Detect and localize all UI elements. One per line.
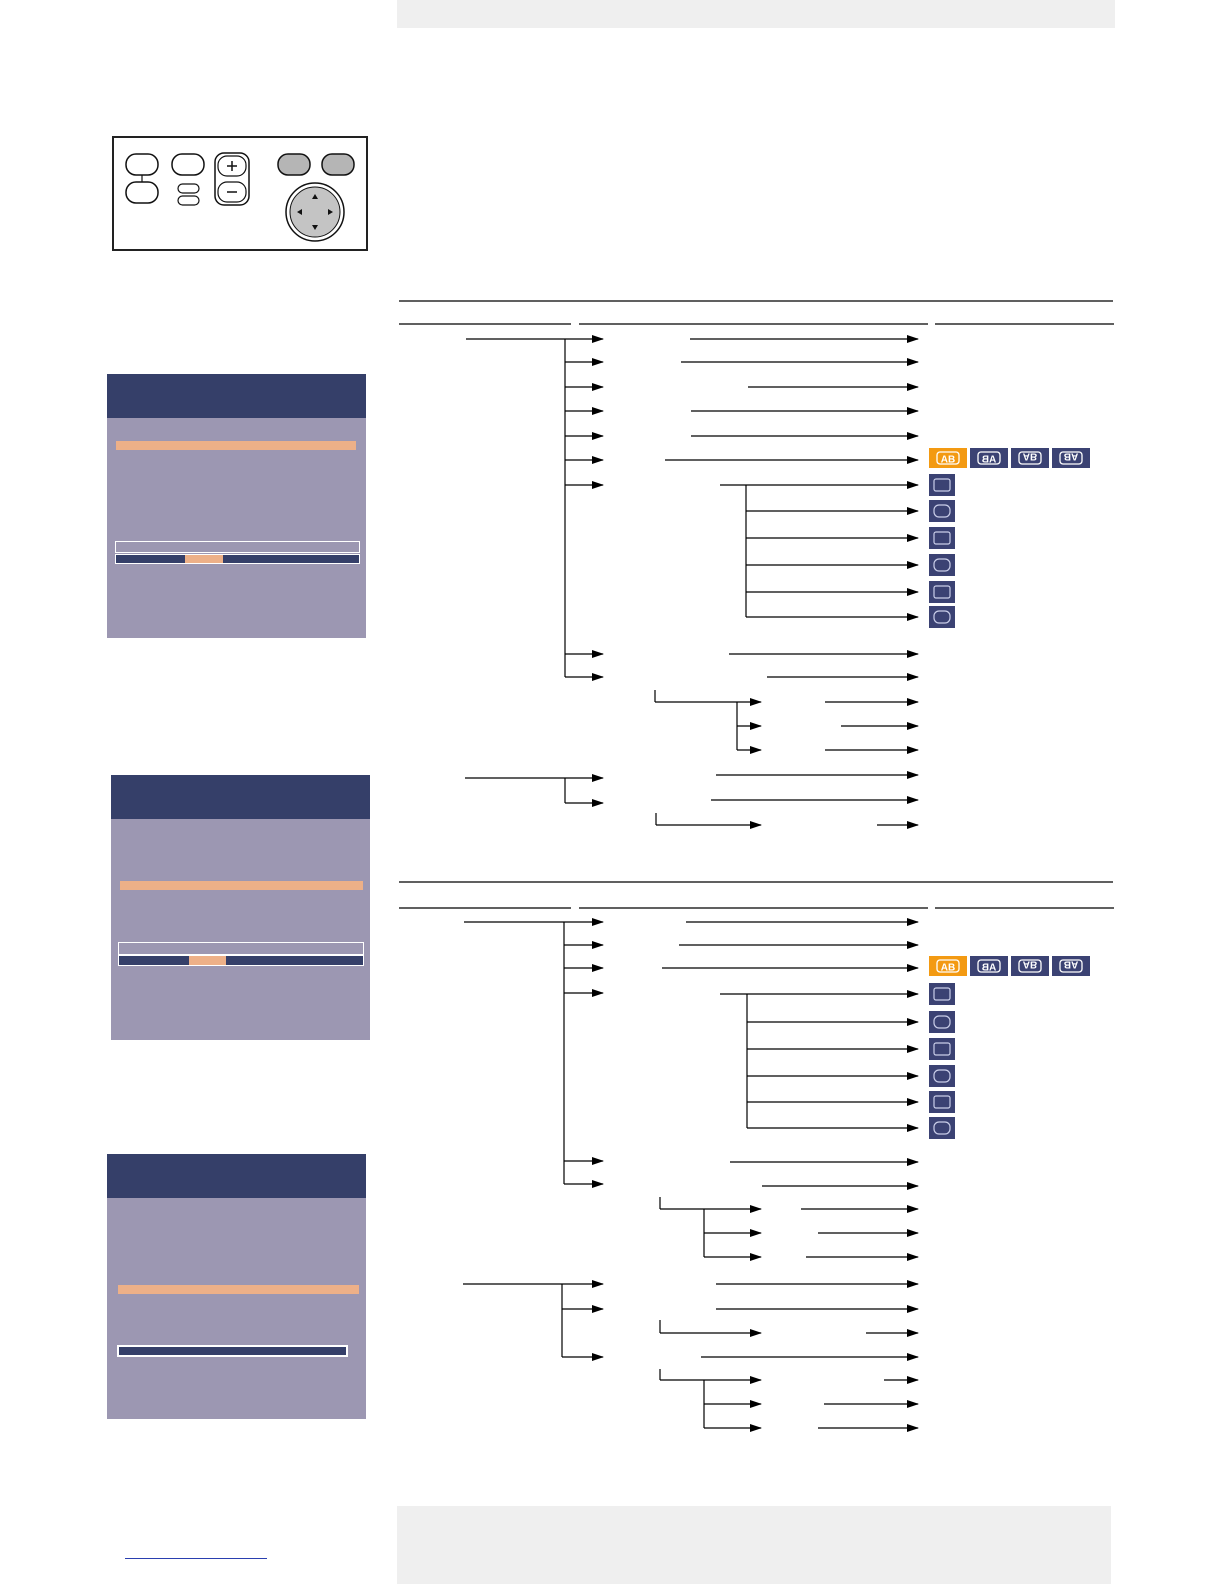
remote-button[interactable]	[171, 153, 205, 176]
arrow-down-icon	[312, 225, 318, 230]
osd-outline-bar	[118, 942, 364, 955]
osd-slider-knob[interactable]	[189, 956, 226, 965]
mirror-mode-icon: AB	[1011, 956, 1049, 976]
mirror-mode-icon: AB	[970, 956, 1008, 976]
mirror-mode-icon: AB	[1052, 448, 1090, 468]
mirror-mode-icon: AB	[1052, 956, 1090, 976]
arrow-left-icon	[297, 209, 302, 215]
plus-icon	[227, 161, 237, 171]
osd-header	[107, 374, 366, 418]
osd-header	[111, 775, 370, 819]
keystone-icon	[929, 500, 955, 522]
osd-highlight-row	[116, 441, 356, 450]
keystone-icon	[929, 983, 955, 1005]
arrow-up-icon	[312, 194, 318, 199]
remote-button[interactable]	[177, 183, 200, 194]
mirror-mode-label: AB	[941, 963, 955, 974]
osd-value-bar	[117, 1345, 348, 1357]
mirror-mode-label: AB	[1064, 959, 1078, 970]
keystone-icon	[929, 1091, 955, 1113]
mirror-mode-label: AB	[1023, 451, 1037, 462]
mirror-mode-icon-selected: AB	[929, 956, 967, 976]
keystone-icon	[929, 1065, 955, 1087]
keystone-icon	[929, 527, 955, 549]
mirror-mode-label: AB	[982, 455, 996, 466]
remote-button-grey[interactable]	[321, 153, 355, 176]
keystone-icon	[929, 581, 955, 603]
osd-panel-2	[111, 775, 370, 1040]
mirror-mode-label: AB	[1023, 959, 1037, 970]
keystone-icon	[929, 1117, 955, 1139]
mirror-mode-icon: AB	[1011, 448, 1049, 468]
header-band	[397, 0, 1115, 28]
mirror-mode-label: AB	[982, 963, 996, 974]
keystone-icon	[929, 606, 955, 628]
keystone-icon	[929, 1011, 955, 1033]
osd-header	[107, 1154, 366, 1198]
mirror-mode-icon: AB	[970, 448, 1008, 468]
remote-control-panel	[112, 136, 368, 251]
arrow-right-icon	[328, 209, 333, 215]
osd-panel-1	[107, 374, 366, 638]
footer-link-underline[interactable]	[125, 1558, 267, 1559]
mirror-mode-label: AB	[941, 455, 955, 466]
osd-outline-bar	[115, 541, 360, 553]
mirror-mode-label: AB	[1064, 451, 1078, 462]
remote-button[interactable]	[177, 195, 200, 206]
remote-button-grey[interactable]	[277, 153, 311, 176]
remote-control-drawing	[125, 152, 355, 242]
mirror-mode-icon-selected: AB	[929, 448, 967, 468]
keystone-icon	[929, 1038, 955, 1060]
footer-band	[397, 1506, 1111, 1584]
osd-slider[interactable]	[115, 554, 360, 564]
osd-highlight-row	[118, 1285, 359, 1294]
osd-slider[interactable]	[118, 955, 364, 966]
keystone-icon	[929, 554, 955, 576]
osd-panel-3	[107, 1154, 366, 1419]
keystone-icon	[929, 474, 955, 496]
osd-highlight-row	[120, 881, 363, 890]
navigation-pad[interactable]	[285, 182, 345, 242]
osd-slider-knob[interactable]	[185, 555, 223, 563]
